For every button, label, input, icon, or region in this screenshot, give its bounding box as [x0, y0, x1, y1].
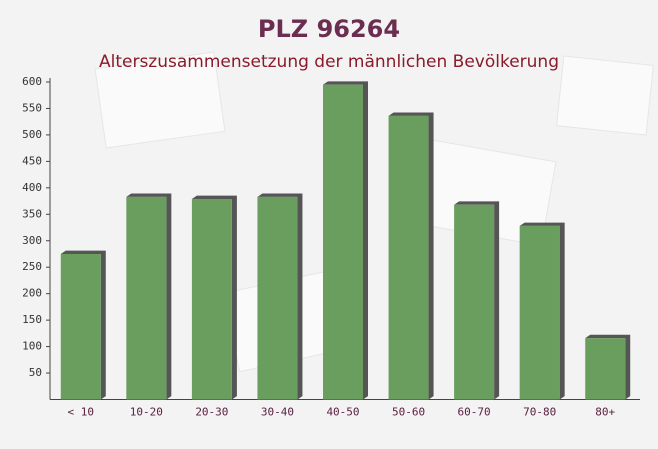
- bar: [585, 338, 626, 400]
- y-tick-label: 500: [22, 128, 42, 141]
- bar-shadow: [585, 334, 631, 400]
- bar-shadow: [191, 195, 237, 400]
- chart-title: PLZ 96264: [258, 15, 400, 43]
- bar-shadow: [257, 193, 303, 400]
- bar: [257, 196, 298, 400]
- x-tick-label: 50-60: [392, 406, 425, 419]
- y-tick-label: 300: [22, 234, 42, 247]
- y-tick-label: 200: [22, 287, 42, 300]
- bar: [191, 198, 232, 400]
- bar: [60, 253, 101, 400]
- y-tick-label: 150: [22, 313, 42, 326]
- x-tick-label: 40-50: [326, 406, 359, 419]
- x-tick-label: 10-20: [130, 406, 163, 419]
- x-tick-label: 30-40: [261, 406, 294, 419]
- bar-shadow: [323, 81, 368, 400]
- x-tick-label: 80+: [595, 406, 615, 419]
- bar-shadow: [454, 201, 500, 400]
- y-tick-label: 600: [22, 75, 42, 88]
- y-tick-label: 250: [22, 260, 42, 273]
- y-tick-label: 450: [22, 154, 42, 167]
- bar: [454, 204, 495, 400]
- y-tick-label: 350: [22, 207, 42, 220]
- bar: [126, 196, 167, 400]
- y-tick-label: 550: [22, 101, 42, 114]
- bar: [519, 225, 560, 400]
- bar-shadow: [60, 250, 106, 400]
- bar-shadow: [388, 112, 434, 400]
- chart-subtitle: Alterszusammensetzung der männlichen Bev…: [99, 52, 559, 72]
- bar-shadow: [519, 222, 565, 400]
- y-tick-label: 50: [29, 366, 42, 379]
- bar: [388, 115, 429, 400]
- bar-shadow: [126, 193, 172, 400]
- x-tick-label: < 10: [68, 406, 95, 419]
- x-tick-label: 70-80: [523, 406, 556, 419]
- y-tick-label: 400: [22, 181, 42, 194]
- y-tick-label: 100: [22, 340, 42, 353]
- bar: [323, 84, 363, 400]
- x-tick-label: 60-70: [458, 406, 491, 419]
- x-tick-label: 20-30: [195, 406, 228, 419]
